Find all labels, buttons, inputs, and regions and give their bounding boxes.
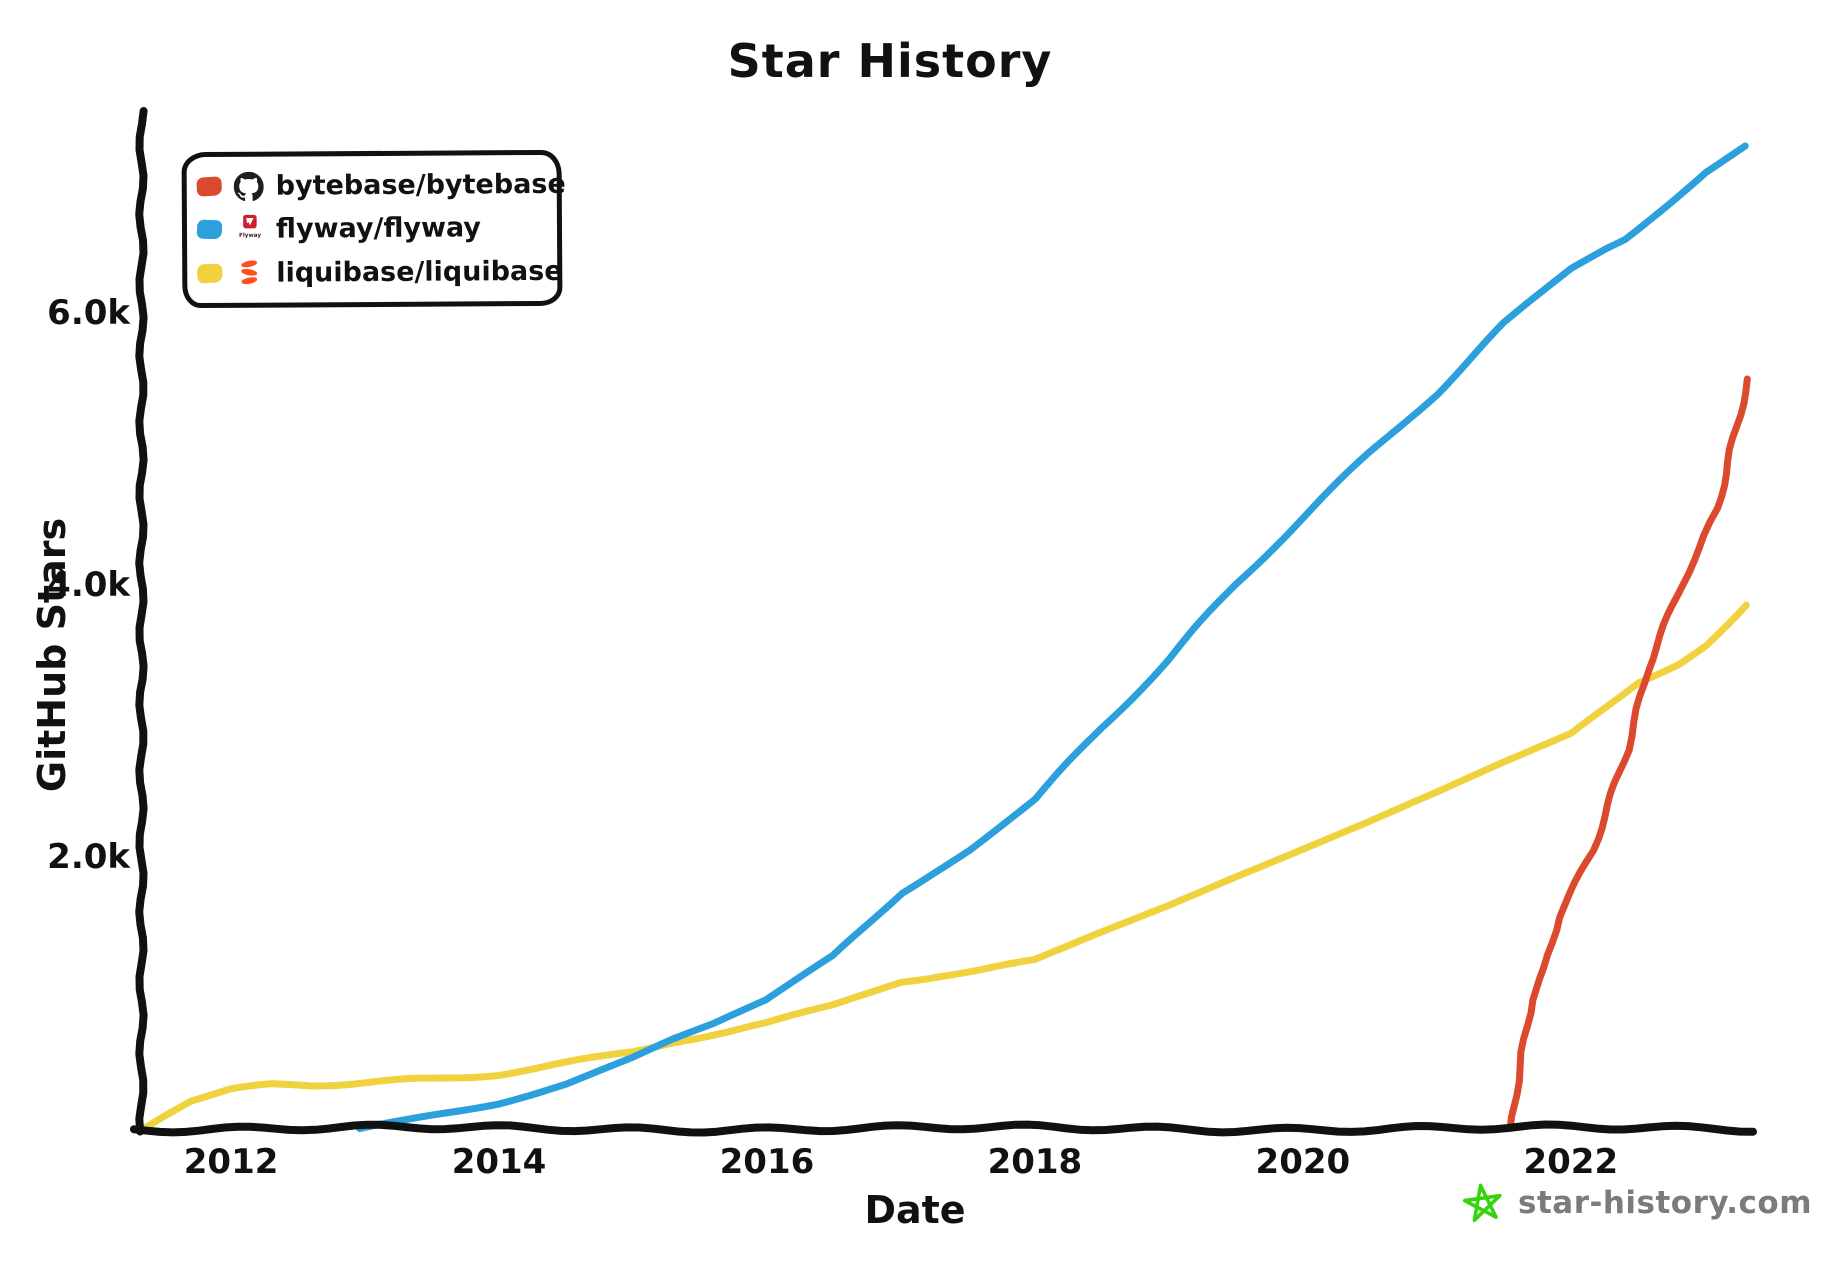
legend: bytebase/bytebase Flyway flyway/flyway liqu… bbox=[181, 149, 566, 309]
chart-title: Star History bbox=[727, 34, 1053, 88]
svg-text:Flyway: Flyway bbox=[238, 233, 260, 239]
x-tick-label: 2018 bbox=[987, 1142, 1083, 1182]
legend-item-label: liquibase/liquibase bbox=[276, 255, 563, 289]
x-tick-label: 2014 bbox=[451, 1142, 547, 1182]
github-octocat-icon bbox=[233, 171, 264, 201]
star-icon bbox=[1462, 1183, 1502, 1223]
liquibase-logo-icon bbox=[241, 260, 258, 285]
x-axis-line bbox=[130, 1120, 1757, 1137]
legend-item-liquibase[interactable]: liquibase/liquibase bbox=[196, 253, 563, 291]
y-axis-line bbox=[135, 107, 148, 1136]
y-tick-label: 4.0k bbox=[47, 564, 130, 605]
flyway-logo-icon: Flyway bbox=[238, 215, 261, 239]
legend-swatch bbox=[196, 176, 223, 197]
legend-swatch bbox=[196, 263, 223, 284]
x-axis-label: Date bbox=[864, 1188, 966, 1232]
legend-swatch bbox=[196, 220, 223, 240]
watermark-text[interactable]: star-history.com bbox=[1518, 1185, 1813, 1221]
x-tick-label: 2022 bbox=[1523, 1142, 1619, 1182]
series-line-flyway bbox=[356, 142, 1749, 1133]
x-tick-label: 2012 bbox=[183, 1142, 279, 1182]
legend-item-label: bytebase/bytebase bbox=[275, 168, 566, 202]
legend-item-label: flyway/flyway bbox=[275, 212, 482, 246]
y-tick-label: 2.0k bbox=[47, 836, 130, 877]
y-tick-label: 6.0k bbox=[47, 292, 130, 333]
legend-item-bytebase[interactable]: bytebase/bytebase bbox=[196, 167, 566, 205]
legend-item-flyway[interactable]: Flyway flyway/flyway bbox=[196, 210, 545, 248]
series-line-liquibase bbox=[140, 601, 1750, 1132]
series-line-bytebase bbox=[1506, 375, 1751, 1132]
x-tick-label: 2016 bbox=[719, 1142, 815, 1182]
watermark[interactable]: star-history.com bbox=[1462, 1180, 1812, 1226]
x-tick-label: 2020 bbox=[1255, 1142, 1351, 1182]
